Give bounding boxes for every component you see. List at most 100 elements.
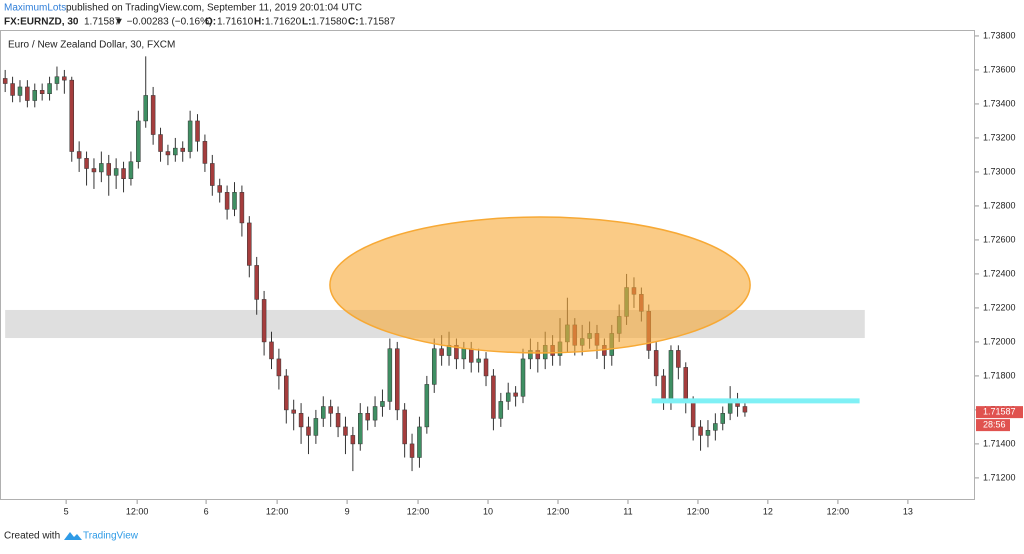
y-tick-label: 1.73800 [983,30,1016,40]
highlight-ellipse [329,216,751,354]
candle-body [372,406,378,421]
change: ▼ −0.00283 (−0.16%) [114,17,212,28]
candle-body [99,163,104,173]
candle-body [350,435,356,445]
o-value: 1.71610 [217,17,254,28]
candle-body [394,348,400,411]
candle-body [690,401,696,428]
candle-body [321,406,326,419]
candle-body [380,401,385,407]
candle-body [158,134,163,152]
candle-body [84,158,89,169]
y-tick-label: 1.71400 [983,438,1016,448]
candle-body [210,163,215,186]
footer-created: Created with [4,531,60,542]
x-tick-label: 12:00 [266,506,289,516]
y-tick-label: 1.72800 [983,200,1016,210]
chart-title: Euro / New Zealand Dollar, 30, FXCM [8,40,175,51]
x-tick-label: 12:00 [687,506,710,516]
x-tick-label: 6 [204,506,209,516]
plot [2,56,865,472]
candle-body [69,79,75,152]
candle-body [187,120,193,152]
o-label: O: [205,17,216,28]
candle-body [365,413,370,421]
symbol: FX:EURNZD, 30 [4,17,79,28]
candle-body [291,409,296,414]
candle-body [32,90,38,101]
x-tick-label: 12:00 [827,506,850,516]
candle-body [661,375,666,402]
candle-body [358,413,363,445]
candle-body [113,168,119,176]
candle-body [232,192,237,210]
y-tick-label: 1.73400 [983,98,1016,108]
x-tick-label: 12:00 [547,506,570,516]
author[interactable]: MaximumLots [4,3,66,14]
candle-body [498,401,504,419]
price: 1.71587 [84,17,121,28]
candle-body [17,86,23,96]
candle-body [424,384,430,428]
candle-body [269,341,274,360]
candle-body [2,78,8,84]
candle-body [402,409,407,445]
x-tick-label: 13 [903,506,913,516]
c-value: 1.71587 [359,17,396,28]
candle-body [742,406,748,413]
candle-body [247,222,252,266]
y-tick-label: 1.73200 [983,132,1016,142]
candle-body [150,95,156,135]
candle-body [128,161,134,179]
x-tick-label: 12:00 [126,506,149,516]
candle-body [483,358,489,377]
x-tick-label: 9 [345,506,350,516]
y-tick-label: 1.72200 [983,302,1016,312]
x-tick-label: 12 [763,506,773,516]
candle-body [520,358,526,397]
candle-body [409,443,415,458]
candle-body [195,120,200,142]
candle-body [276,358,282,377]
candle-body [10,83,15,96]
candle-body [106,163,111,176]
candle-body [76,151,82,159]
footer-brand[interactable]: TradingView [83,531,139,542]
candle-body [224,192,230,210]
candle-body [431,348,437,385]
l-value: 1.71580 [311,17,348,28]
x-tick-label: 5 [64,506,69,516]
countdown-box [976,419,1010,432]
x-tick-label: 11 [623,506,632,516]
candle-body [143,95,148,122]
candle-body [239,192,245,224]
candle-body [165,151,171,156]
published: published on TradingView.com, September … [66,3,362,14]
y-tick-label: 1.71800 [983,370,1016,380]
candle-body [387,348,393,402]
candle-body [439,348,444,356]
candle-body [91,168,97,173]
x-tick-label: 12:00 [407,506,430,516]
candle-body [720,413,725,424]
y-tick-label: 1.72400 [983,268,1016,278]
plot-frame [0,30,975,500]
candle-body [298,413,304,428]
brand-logo [64,532,82,540]
candle-body [676,350,681,368]
y-tick-label: 1.73000 [983,166,1016,176]
x-tick-label: 10 [483,506,493,516]
candle-body [39,90,45,94]
candle-body [306,426,311,436]
candle-body [254,265,259,300]
candle-body [683,367,689,402]
candle-body [713,423,718,431]
last-price-label: 1.71587 [983,406,1016,416]
candle-body [328,406,333,414]
y-tick-label: 1.73600 [983,64,1016,74]
candle-body [468,348,474,363]
candle-body [284,375,289,411]
l-label: L: [302,17,311,28]
